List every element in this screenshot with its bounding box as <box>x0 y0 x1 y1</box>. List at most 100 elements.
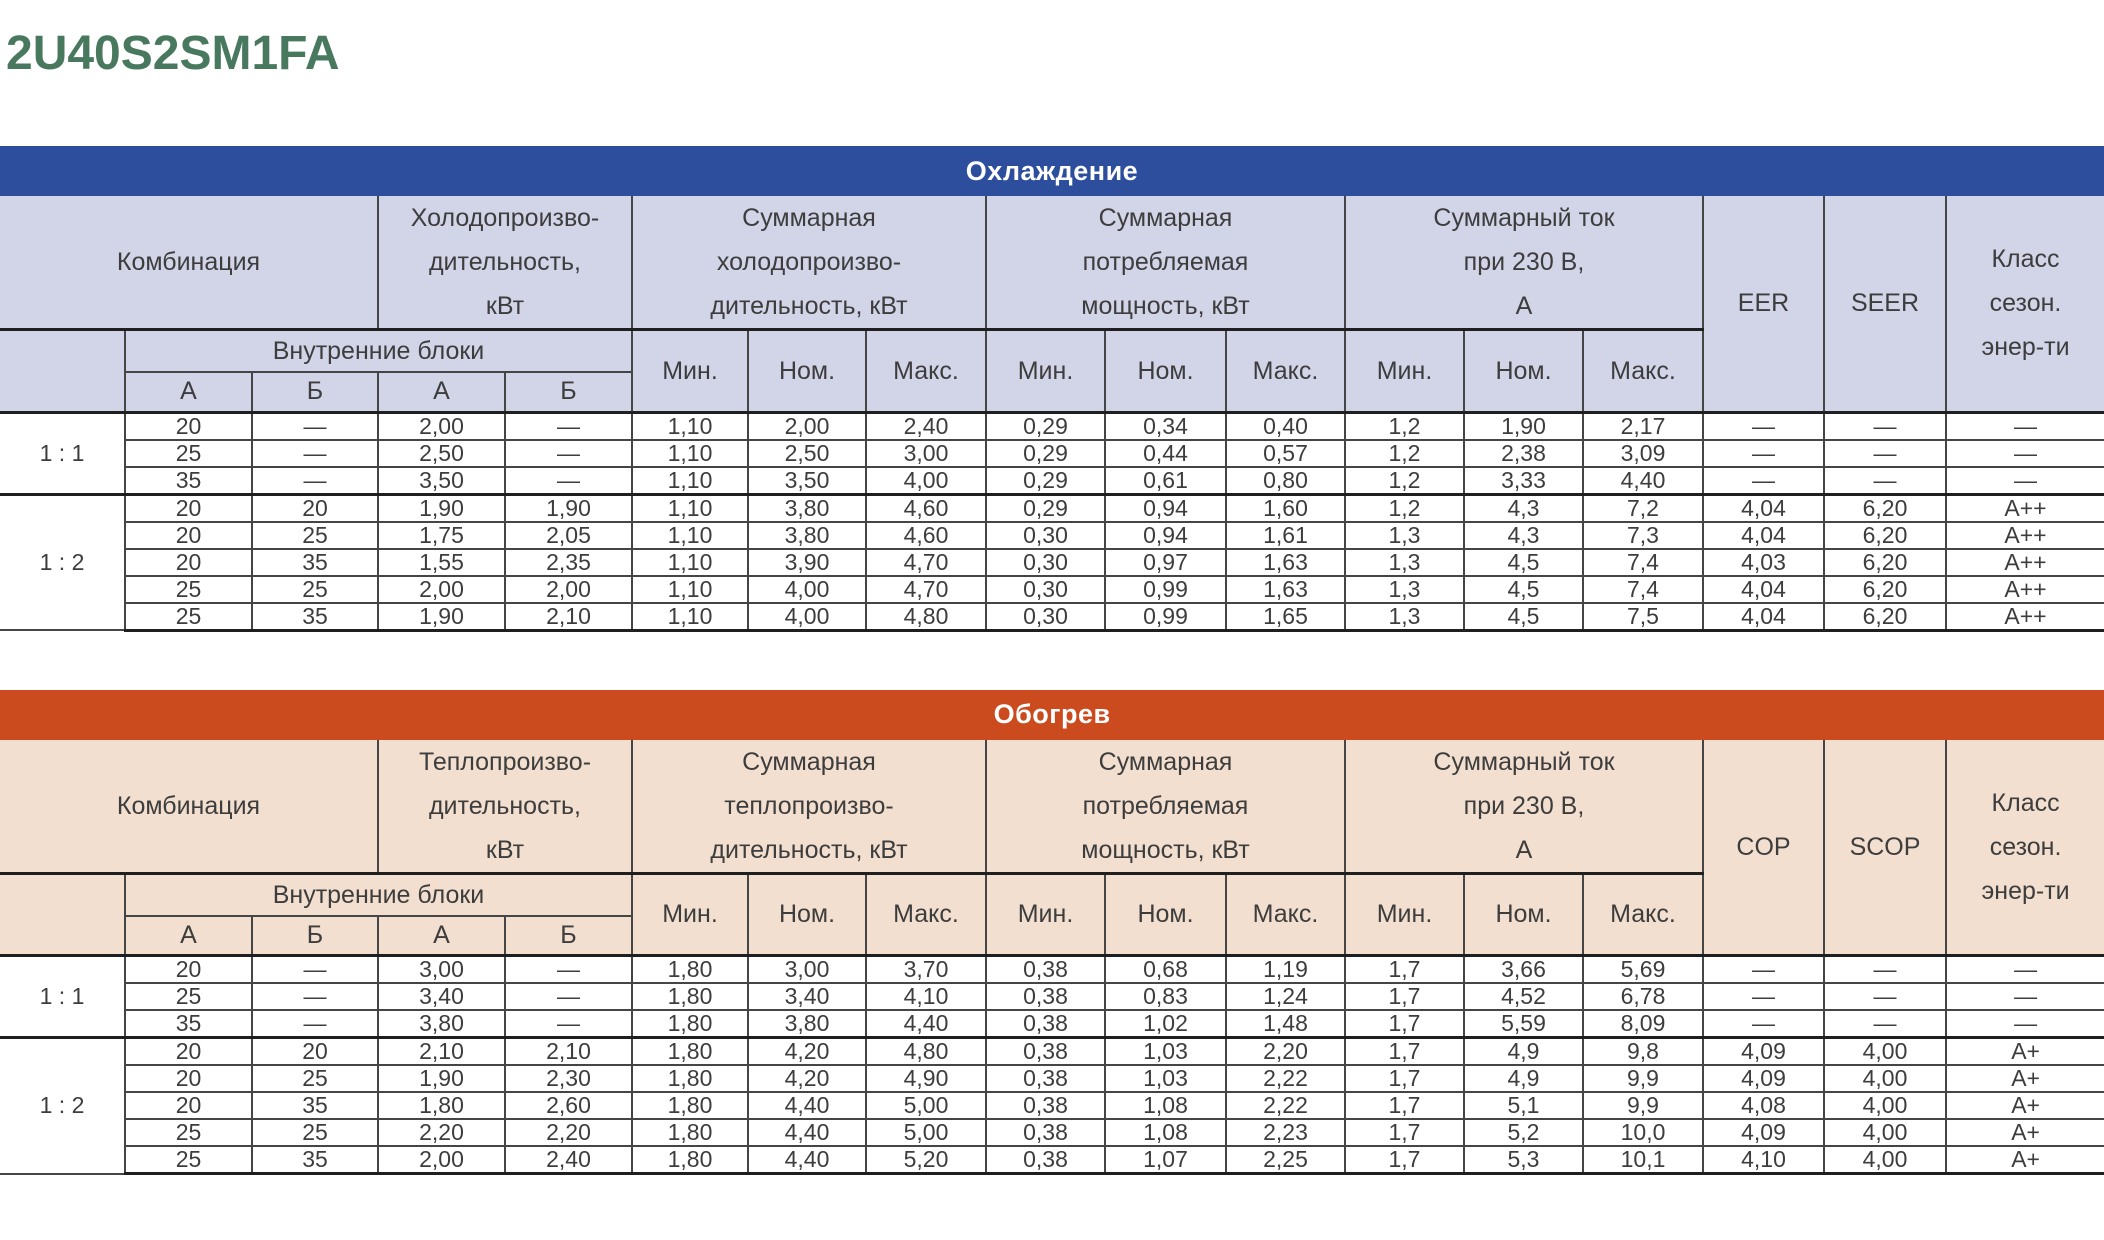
table-row: 35—3,80—1,80 3,80 4,40 0,38 1,02 1,48 1,7 5,59 8… <box>0 1009 2104 1039</box>
data-cell: 3,90 <box>747 547 867 577</box>
data-cell: 1,80 <box>631 982 749 1011</box>
header-cell: Б <box>504 371 633 413</box>
data-cell: 4,90 <box>865 1064 987 1093</box>
header-cell: Класс сезон. энер-ти <box>1944 196 2104 413</box>
data-cell: 3,00 <box>865 438 987 468</box>
data-cell: 0,29 <box>985 492 1106 523</box>
data-cell: — <box>504 1009 633 1039</box>
header-cell: Мин. <box>1344 328 1465 413</box>
data-cell: 2,20 <box>377 1118 506 1147</box>
data-cell: 5,2 <box>1463 1118 1584 1147</box>
data-cell: A++ <box>1944 574 2104 604</box>
data-cell: 1,3 <box>1344 574 1465 604</box>
data-cell: 1,7 <box>1344 1091 1465 1120</box>
data-cell: 4,60 <box>865 492 987 523</box>
data-cell: A++ <box>1944 601 2104 632</box>
header-cell: Б <box>251 914 379 957</box>
data-cell: 4,00 <box>747 574 867 604</box>
header-cell: Суммарная теплопроизво- дительность, кВт <box>631 739 987 875</box>
data-cell: 2,10 <box>504 601 633 632</box>
data-cell: — <box>1702 1009 1825 1039</box>
data-cell: 1,10 <box>631 547 749 577</box>
header-cell: Макс. <box>1582 328 1704 413</box>
data-cell: 5,69 <box>1582 954 1704 984</box>
data-cell: 0,34 <box>1104 410 1227 441</box>
table-row: 35—3,50—1,10 3,50 4,00 0,29 0,61 0,80 1,2 3,33 4… <box>0 465 2104 495</box>
data-cell: 4,5 <box>1463 574 1584 604</box>
data-cell: 2,50 <box>747 438 867 468</box>
data-cell: 0,57 <box>1225 438 1346 468</box>
header-cell: Макс. <box>1225 328 1346 413</box>
data-cell: — <box>1944 982 2104 1011</box>
data-cell: 1,08 <box>1104 1118 1227 1147</box>
header-cell: Ном. <box>1104 328 1227 413</box>
data-cell: 1,63 <box>1225 574 1346 604</box>
data-cell: 1,80 <box>631 954 749 984</box>
data-cell: 1,65 <box>1225 601 1346 632</box>
data-cell: 2,22 <box>1225 1091 1346 1120</box>
data-cell: A+ <box>1944 1036 2104 1066</box>
data-cell: 25 <box>251 1064 379 1093</box>
data-cell: — <box>504 438 633 468</box>
data-cell: 5,3 <box>1463 1145 1584 1175</box>
data-cell: 4,10 <box>1702 1145 1825 1175</box>
data-cell: 0,30 <box>985 547 1106 577</box>
data-cell: 4,04 <box>1702 520 1825 550</box>
data-cell: 4,20 <box>747 1036 867 1066</box>
table-row: 20 25 1,90 2,30 1,80 4,20 4,90 0,38 1,03 2,22 1,7 4… <box>0 1064 2104 1093</box>
table-row: 1 : 2 20 20 2,10 2,10 1,80 4,20 4,80 0,38 1,03 2,2… <box>0 1036 2104 1175</box>
header-cell: Ном. <box>747 328 867 413</box>
data-cell: 1,19 <box>1225 954 1346 984</box>
data-cell: A+ <box>1944 1145 2104 1175</box>
data-cell: 1,08 <box>1104 1091 1227 1120</box>
data-cell: 1,10 <box>631 574 749 604</box>
data-cell: 0,97 <box>1104 547 1227 577</box>
data-cell: 2,22 <box>1225 1064 1346 1093</box>
table-row: 25 35 2,00 2,40 1,80 4,40 5,20 0,38 1,07 2,25 1,7 5… <box>0 1145 2104 1175</box>
header-cell: Внутренние блоки <box>124 872 633 917</box>
data-cell: 5,20 <box>865 1145 987 1175</box>
ratio-cell: 1 : 1 <box>0 954 126 1039</box>
data-cell: 4,70 <box>865 547 987 577</box>
data-cell: 4,60 <box>865 520 987 550</box>
data-cell: — <box>504 465 633 495</box>
header-cell: Комбинация <box>0 739 379 875</box>
data-cell: 4,9 <box>1463 1064 1584 1093</box>
spec-tables-container: Охлаждение Комбинация Холодопроизво- дител… <box>0 146 2104 1175</box>
data-cell: 5,00 <box>865 1118 987 1147</box>
data-cell: 10,1 <box>1582 1145 1704 1175</box>
data-cell: 1,24 <box>1225 982 1346 1011</box>
data-cell: 7,2 <box>1582 492 1704 523</box>
data-cell: 0,29 <box>985 438 1106 468</box>
data-cell: 1,7 <box>1344 1145 1465 1175</box>
data-cell: 1,7 <box>1344 1064 1465 1093</box>
data-cell: 0,29 <box>985 465 1106 495</box>
data-cell: 4,00 <box>1823 1064 1947 1093</box>
data-cell: 2,05 <box>504 520 633 550</box>
data-cell: 9,8 <box>1582 1036 1704 1066</box>
header-cell: Мин. <box>631 872 749 957</box>
data-cell: 9,9 <box>1582 1091 1704 1120</box>
data-cell: 5,59 <box>1463 1009 1584 1039</box>
data-cell: 1,80 <box>631 1036 749 1066</box>
data-cell: 2,40 <box>504 1145 633 1175</box>
data-cell: 20 <box>124 954 253 984</box>
data-cell: 1,48 <box>1225 1009 1346 1039</box>
data-cell: 25 <box>251 1118 379 1147</box>
data-cell: 4,52 <box>1463 982 1584 1011</box>
data-cell: 4,5 <box>1463 601 1584 632</box>
data-cell: 2,00 <box>377 1145 506 1175</box>
data-cell: 1,2 <box>1344 410 1465 441</box>
data-cell: 1,90 <box>377 492 506 523</box>
data-cell: 1,75 <box>377 520 506 550</box>
data-cell: 4,9 <box>1463 1036 1584 1066</box>
data-cell: 7,3 <box>1582 520 1704 550</box>
data-cell: 1,02 <box>1104 1009 1227 1039</box>
header-cell: Ном. <box>1104 872 1227 957</box>
data-cell: 1,80 <box>631 1064 749 1093</box>
header-cell: Мин. <box>985 872 1106 957</box>
data-cell: 1,80 <box>377 1091 506 1120</box>
data-cell: 0,94 <box>1104 520 1227 550</box>
data-cell: 0,29 <box>985 410 1106 441</box>
data-cell: 35 <box>251 547 379 577</box>
